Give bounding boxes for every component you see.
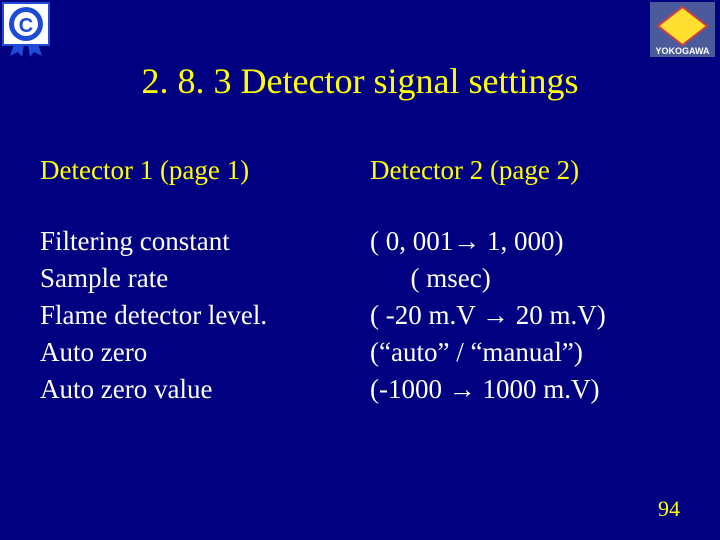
right-column-header: Detector 2 (page 2) [370,155,680,186]
param-value: ( -20 m.V → 20 m.V) [370,300,680,331]
left-column: Detector 1 (page 1) Filtering constant S… [40,155,370,411]
logo-text: YOKOGAWA [655,46,710,56]
param-label: Auto zero value [40,374,370,405]
param-label: Auto zero [40,337,370,368]
param-value: (“auto” / “manual”) [370,337,680,368]
left-column-header: Detector 1 (page 1) [40,155,370,186]
param-value: ( 0, 001→ 1, 000) [370,226,680,257]
param-value: ( msec) [370,263,680,294]
page-number: 94 [658,496,680,522]
param-label: Flame detector level. [40,300,370,331]
right-column: Detector 2 (page 2) ( 0, 001→ 1, 000) ( … [370,155,680,411]
yokogawa-logo: YOKOGAWA [650,2,715,57]
content-columns: Detector 1 (page 1) Filtering constant S… [40,155,680,411]
svg-text:C: C [19,15,33,37]
param-value: (-1000 → 1000 m.V) [370,374,680,405]
slide-title: 2. 8. 3 Detector signal settings [0,60,720,102]
param-label: Filtering constant [40,226,370,257]
param-label: Sample rate [40,263,370,294]
certification-badge-icon: C [2,2,50,57]
